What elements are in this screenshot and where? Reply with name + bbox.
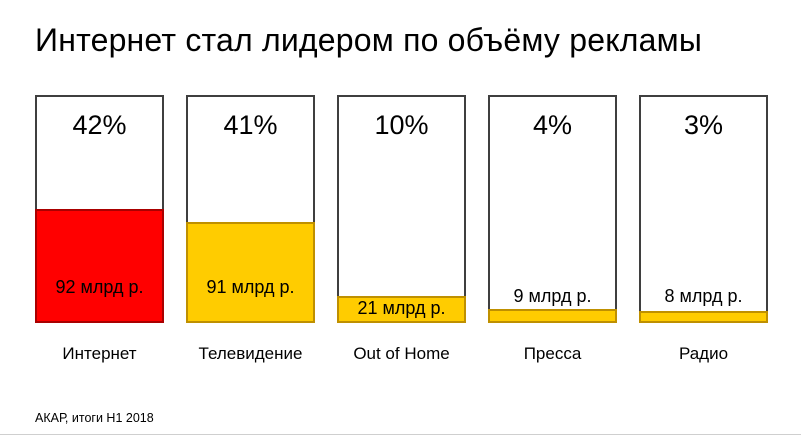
source-note: АКАР, итоги H1 2018 <box>35 411 154 425</box>
percent-label: 41% <box>223 110 278 140</box>
category-label: Радио <box>678 344 729 363</box>
bottom-divider <box>0 434 801 435</box>
category-label: Пресса <box>523 344 582 363</box>
bar-column-1: 42% 92 млрд р. Интернет <box>35 95 164 363</box>
value-label: 92 млрд р. <box>55 277 144 298</box>
value-label: 9 млрд р. <box>513 286 592 307</box>
bar-fill <box>639 311 768 323</box>
bar-column-4: 4% 9 млрд р. Пресса <box>488 95 617 363</box>
category-label: Out of Home <box>353 344 450 363</box>
bar-fill <box>337 296 466 323</box>
bar-chart: 42% 92 млрд р. Интернет 41% 91 млрд р. Т… <box>35 95 768 363</box>
value-label: 21 млрд р. <box>357 298 446 319</box>
bar-column-3: 10% 21 млрд р. Out of Home <box>337 95 466 363</box>
percent-label: 42% <box>72 110 127 140</box>
percent-label: 3% <box>683 110 724 140</box>
percent-label: 4% <box>532 110 573 140</box>
chart-title: Интернет стал лидером по объёму рекламы <box>35 22 703 58</box>
bar-fill <box>186 222 315 323</box>
bar-column-2: 41% 91 млрд р. Телевидение <box>186 95 315 363</box>
value-label: 91 млрд р. <box>206 277 295 298</box>
category-label: Телевидение <box>198 344 303 363</box>
bar-fill <box>488 309 617 323</box>
bar-column-5: 3% 8 млрд р. Радио <box>639 95 768 363</box>
category-label: Интернет <box>62 344 137 363</box>
value-label: 8 млрд р. <box>664 286 743 307</box>
bar-fill <box>35 209 164 323</box>
percent-label: 10% <box>374 110 429 140</box>
